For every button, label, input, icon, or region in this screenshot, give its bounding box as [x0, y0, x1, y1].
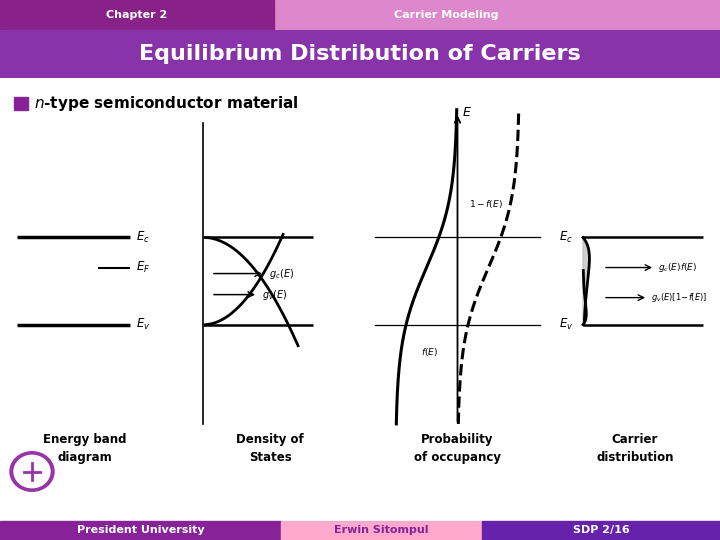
Polygon shape	[583, 238, 590, 322]
Text: SDP 2/16: SDP 2/16	[573, 525, 629, 536]
Bar	[281, 521, 482, 540]
Text: $g_c(E)f(E)$: $g_c(E)f(E)$	[658, 261, 697, 274]
Text: $E$: $E$	[462, 106, 472, 119]
Text: Carrier Modeling: Carrier Modeling	[394, 10, 499, 19]
Text: Energy band: Energy band	[43, 433, 127, 446]
Text: $E_c$: $E_c$	[136, 230, 150, 245]
Bar	[14, 97, 28, 110]
Text: $g_v(E)[1\!-\!f(E)]$: $g_v(E)[1\!-\!f(E)]$	[651, 291, 707, 304]
Circle shape	[10, 452, 54, 491]
Text: Chapter 2: Chapter 2	[106, 10, 168, 19]
Bar	[0, 521, 281, 540]
Circle shape	[14, 455, 50, 488]
Text: Density of: Density of	[236, 433, 304, 446]
Text: Probability: Probability	[421, 433, 494, 446]
Text: diagram: diagram	[58, 451, 112, 464]
Text: $1-f(E)$: $1-f(E)$	[469, 198, 503, 211]
Text: $E_v$: $E_v$	[136, 317, 150, 332]
Text: Carrier: Carrier	[612, 433, 658, 446]
Text: $f(E)$: $f(E)$	[421, 346, 438, 358]
Text: $E_v$: $E_v$	[559, 317, 573, 332]
Text: distribution: distribution	[596, 451, 674, 464]
Text: President University: President University	[76, 525, 204, 536]
Text: $g_c(E)$: $g_c(E)$	[269, 267, 294, 281]
Text: Equilibrium Distribution of Carriers: Equilibrium Distribution of Carriers	[139, 44, 581, 64]
Text: Erwin Sitompul: Erwin Sitompul	[334, 525, 429, 536]
Bar	[0, 0, 274, 30]
Polygon shape	[583, 271, 586, 325]
Text: of occupancy: of occupancy	[414, 451, 501, 464]
Text: $E_F$: $E_F$	[136, 260, 150, 275]
Text: States: States	[248, 451, 292, 464]
Bar	[482, 521, 720, 540]
Text: $g_v(E)$: $g_v(E)$	[262, 288, 287, 302]
Text: $\mathit{n}$-type semiconductor material: $\mathit{n}$-type semiconductor material	[34, 94, 299, 113]
Text: $E_c$: $E_c$	[559, 230, 573, 245]
